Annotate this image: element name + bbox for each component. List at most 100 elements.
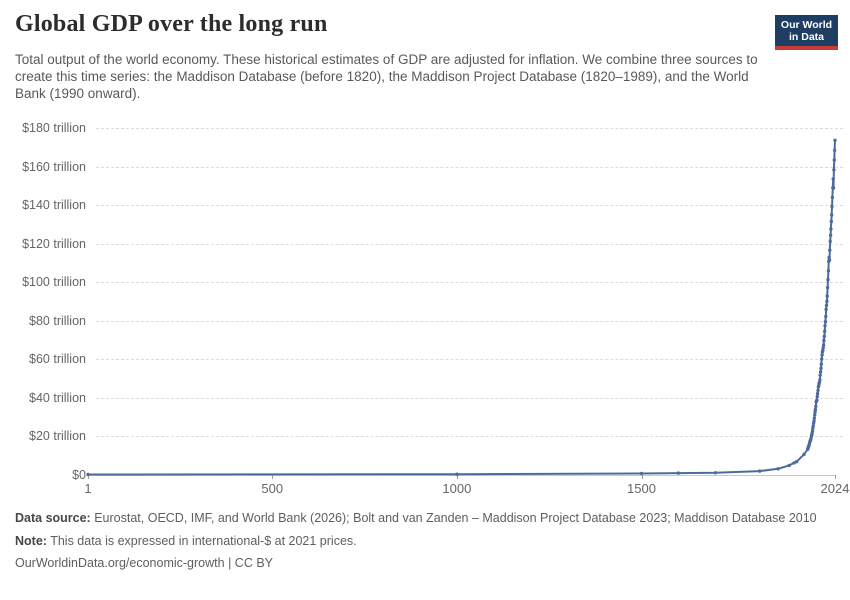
data-point: [806, 446, 810, 450]
owid-logo[interactable]: Our World in Data: [775, 15, 838, 50]
data-point: [831, 186, 836, 190]
x-tick-mark: [641, 475, 643, 479]
credit-url[interactable]: OurWorldinData.org/economic-growth: [15, 556, 225, 570]
data-point: [829, 227, 833, 231]
data-point: [814, 400, 818, 404]
data-point: [815, 398, 819, 402]
data-point: [810, 431, 814, 435]
data-point: [814, 404, 818, 409]
data-point: [817, 383, 821, 388]
y-grid-line: [96, 128, 843, 129]
data-point: [821, 343, 826, 347]
x-tick-mark: [456, 475, 458, 479]
data-point: [825, 299, 829, 304]
credit-separator: |: [228, 556, 232, 570]
data-point: [758, 469, 762, 473]
data-point: [813, 407, 818, 412]
y-tick-label: $80 trillion: [29, 313, 86, 328]
data-point: [812, 419, 816, 423]
y-tick-label: $140 trillion: [22, 198, 86, 213]
y-grid-line: [96, 436, 843, 438]
y-grid-line: [96, 243, 843, 245]
gdp-series-plot: [86, 138, 837, 477]
data-point: [832, 168, 836, 172]
data-point: [816, 385, 821, 389]
credit-license: CC BY: [234, 556, 273, 570]
data-source-text: Eurostat, OECD, IMF, and World Bank (202…: [94, 511, 817, 525]
data-point: [792, 461, 796, 465]
y-grid-line: [96, 166, 843, 168]
data-point: [828, 248, 832, 252]
credit-line: OurWorldinData.org/economic-growth | CC …: [15, 555, 833, 573]
data-point: [828, 239, 832, 244]
data-point: [811, 421, 816, 425]
data-point: [808, 439, 812, 443]
data-point: [713, 471, 718, 475]
data-point: [816, 388, 820, 393]
data-point: [827, 258, 832, 262]
data-point: [818, 370, 823, 374]
data-point: [833, 138, 837, 142]
x-tick-mark: [835, 475, 836, 479]
data-point: [827, 259, 831, 264]
chart-footer: Data source: Eurostat, OECD, IMF, and Wo…: [15, 510, 833, 578]
y-tick-label: $40 trillion: [29, 390, 86, 405]
data-point: [824, 303, 829, 308]
data-source-line: Data source: Eurostat, OECD, IMF, and Wo…: [15, 510, 833, 528]
data-point: [812, 416, 816, 420]
data-point: [825, 285, 830, 290]
x-tick-label: 1000: [442, 481, 472, 496]
data-point: [819, 362, 823, 366]
data-point: [810, 429, 815, 433]
owid-logo-line1: Our World: [780, 18, 833, 31]
note-line: Note: This data is expressed in internat…: [15, 533, 833, 551]
data-point: [807, 441, 812, 445]
owid-logo-line2: in Data: [788, 30, 824, 43]
note-label: Note:: [15, 533, 47, 548]
data-point: [802, 452, 806, 457]
data-point: [806, 447, 810, 451]
data-point: [820, 350, 825, 354]
y-grid-line: [96, 359, 843, 361]
data-point: [822, 338, 826, 343]
data-source-label: Data source:: [15, 511, 91, 525]
data-point: [829, 219, 833, 224]
y-grid-line: [96, 205, 843, 207]
y-tick-label: $120 trillion: [22, 236, 86, 251]
data-point: [814, 399, 819, 403]
data-point: [819, 366, 823, 370]
data-point: [831, 186, 835, 190]
data-point: [808, 438, 813, 442]
x-tick-label: 1500: [627, 481, 656, 496]
data-point: [806, 445, 811, 449]
y-tick-label: $60 trillion: [29, 352, 86, 367]
data-point: [818, 373, 822, 377]
data-point: [807, 444, 811, 448]
y-grid-line: [96, 282, 843, 284]
data-point: [830, 195, 835, 200]
data-point: [831, 177, 835, 181]
x-tick-mark: [88, 475, 89, 479]
data-point: [813, 410, 817, 414]
data-point: [811, 426, 815, 430]
data-point: [825, 294, 829, 298]
data-point: [827, 255, 831, 260]
gdp-line: [87, 139, 836, 476]
x-tick-label: 1: [84, 481, 92, 496]
note-text: This data is expressed in international-…: [50, 533, 357, 548]
data-point: [815, 391, 820, 396]
page-title: Global GDP over the long run: [15, 11, 328, 37]
data-point: [832, 158, 836, 162]
x-tick-label: 2024: [820, 481, 850, 496]
data-point: [822, 334, 826, 339]
data-point: [821, 348, 825, 353]
x-tick-mark: [272, 475, 274, 479]
y-tick-label: $20 trillion: [29, 429, 86, 444]
data-point: [820, 353, 824, 357]
data-point: [823, 324, 827, 328]
y-tick-label: $180 trillion: [22, 121, 86, 135]
y-grid-line: [96, 320, 843, 322]
y-tick-label: $0: [72, 468, 86, 482]
data-point: [821, 346, 825, 350]
